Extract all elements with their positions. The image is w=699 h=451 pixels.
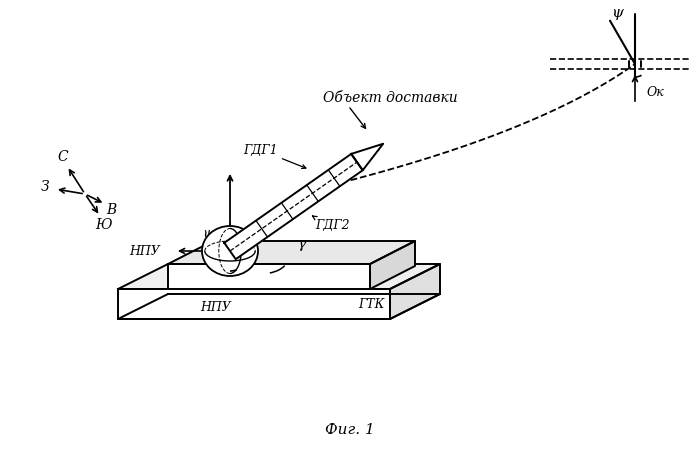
- Text: γ: γ: [298, 236, 306, 250]
- Polygon shape: [168, 264, 370, 290]
- Polygon shape: [370, 241, 415, 290]
- Text: ψ: ψ: [203, 226, 213, 240]
- Text: Объект доставки: Объект доставки: [323, 91, 458, 105]
- Polygon shape: [118, 264, 440, 290]
- Text: НПУ: НПУ: [215, 247, 246, 260]
- Polygon shape: [390, 264, 440, 319]
- Text: Фиг. 1: Фиг. 1: [325, 422, 375, 436]
- Text: С: С: [58, 150, 69, 164]
- Text: ψ: ψ: [611, 6, 623, 20]
- Text: З: З: [41, 179, 50, 193]
- Text: Ок: Ок: [244, 225, 261, 238]
- Text: ГТК: ГТК: [358, 298, 384, 311]
- Text: НПУ: НПУ: [200, 301, 231, 314]
- Polygon shape: [118, 290, 390, 319]
- Polygon shape: [168, 241, 415, 264]
- Text: В: В: [106, 202, 116, 216]
- Text: НПУ: НПУ: [129, 245, 160, 258]
- Text: ГДГ2: ГДГ2: [315, 218, 350, 231]
- Polygon shape: [351, 144, 383, 171]
- Ellipse shape: [202, 226, 258, 276]
- Polygon shape: [224, 155, 363, 260]
- Text: Ок: Ок: [647, 86, 665, 99]
- Text: Ю: Ю: [95, 217, 111, 231]
- Text: ГДГ1: ГДГ1: [243, 143, 278, 156]
